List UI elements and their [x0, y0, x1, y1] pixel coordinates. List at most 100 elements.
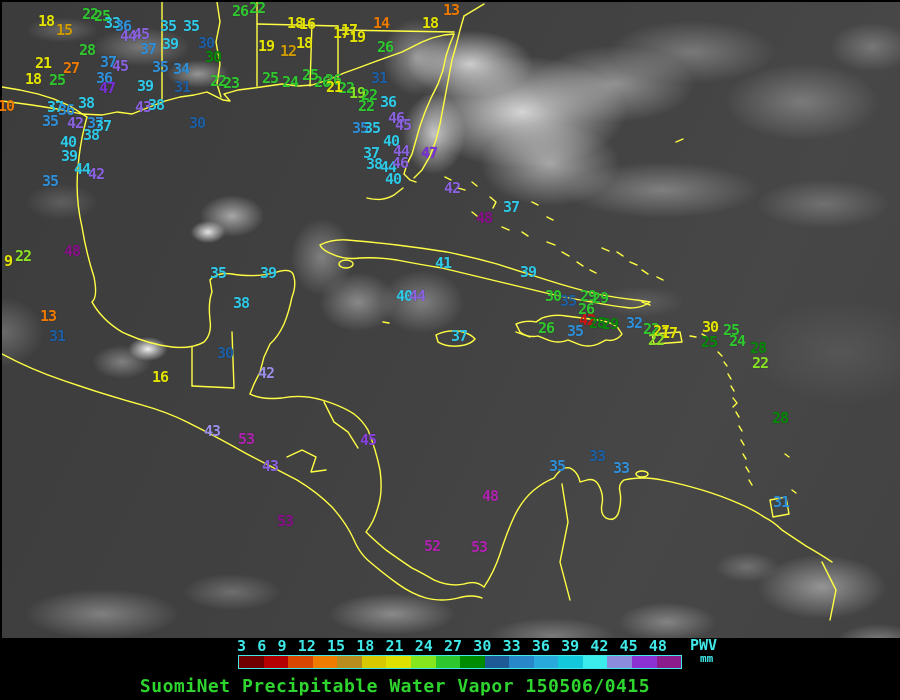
station-pwv-value: 33	[103, 14, 121, 33]
station-pwv-value: 25	[301, 66, 319, 85]
station-pwv-value: 40	[395, 287, 413, 306]
station-pwv-value: 36	[114, 17, 132, 36]
station-pwv-value: 35	[159, 17, 177, 36]
colorbar-segment	[337, 656, 362, 668]
station-pwv-value: 39	[519, 263, 537, 282]
station-pwv-value: 15	[55, 21, 73, 40]
colorbar-tick: 15	[326, 637, 346, 655]
station-pwv-value: 39	[259, 264, 277, 283]
colorbar-segment	[312, 656, 338, 668]
station-pwv-value: 30	[188, 114, 206, 133]
station-pwv-value: 37	[450, 327, 468, 346]
station-pwv-value: 30	[701, 318, 719, 337]
station-pwv-value: 36	[95, 69, 113, 88]
coastline-overlay	[2, 2, 837, 621]
station-pwv-value: 35	[41, 112, 59, 131]
colorbar-tick: 12	[297, 637, 316, 655]
station-pwv-value: 42	[87, 165, 105, 184]
station-pwv-value: 43	[203, 422, 221, 441]
station-pwv-value: 30	[216, 344, 234, 363]
station-pwv-value: 35	[363, 119, 381, 138]
pwv-colorbar	[238, 655, 682, 669]
station-pwv-value: 25	[48, 71, 66, 90]
station-pwv-value: 38	[147, 96, 165, 115]
station-pwv-value: 22	[647, 331, 665, 350]
station-pwv-value: 17	[332, 24, 350, 43]
station-pwv-value: 26	[577, 300, 595, 319]
station-pwv-value: 18	[295, 34, 313, 53]
station-pwv-value: 26	[376, 38, 394, 57]
station-pwv-value: 37	[362, 144, 380, 163]
station-pwv-value: 46	[387, 109, 405, 128]
satellite-clouds-background	[2, 2, 900, 638]
pwv-unit-label: PWV	[690, 636, 718, 654]
colorbar-segment	[263, 656, 289, 668]
station-pwv-value: 53	[237, 430, 255, 449]
station-pwv-value: 43	[134, 98, 152, 117]
station-pwv-value: 48	[475, 209, 493, 228]
station-pwv-value: 37	[502, 198, 520, 217]
legend-bar: 3 6 9 12 15 18 21 24 27 30 33 36 39 42 45 48 PWV mm Suo…	[0, 638, 900, 700]
pwv-mm-label: mm	[700, 652, 714, 665]
station-pwv-value: 16	[298, 15, 316, 34]
station-pwv-value: 38	[365, 155, 383, 174]
station-pwv-value: 29	[601, 315, 619, 334]
station-pwv-value: 31	[370, 69, 388, 88]
colorbar-segment	[656, 656, 682, 668]
station-pwv-value: 35	[151, 58, 169, 77]
station-pwv-value: 17	[660, 324, 678, 343]
station-pwv-value: 44	[392, 142, 410, 161]
colorbar-segment	[239, 656, 264, 668]
station-pwv-value: 22	[751, 354, 769, 373]
colorbar-segment	[435, 656, 461, 668]
station-pwv-value: 13	[39, 307, 57, 326]
station-pwv-value: 23	[222, 74, 240, 93]
station-pwv-value: 17	[340, 21, 358, 40]
station-pwv-value: 48	[63, 242, 81, 261]
station-pwv-value: 42	[66, 114, 84, 133]
station-pwv-value: 38	[232, 294, 250, 313]
station-pwv-value: 25	[700, 333, 718, 352]
station-pwv-value: 19	[348, 28, 366, 47]
station-pwv-value: 39	[136, 77, 154, 96]
station-pwv-value: 37	[139, 40, 157, 59]
station-pwv-value: 35	[351, 119, 369, 138]
colorbar-tick-labels: 3 6 9 12 15 18 21 24 27 30 33 36 39 42 45 48	[237, 639, 667, 654]
colorbar-tick: 30	[473, 637, 492, 655]
station-pwv-value: 28	[588, 314, 606, 333]
station-pwv-value: 37	[46, 98, 64, 117]
station-pwv-value: 28	[78, 41, 96, 60]
colorbar-tick: 33	[502, 637, 521, 655]
station-pwv-value: 53	[276, 512, 294, 531]
station-pwv-value: 42	[578, 311, 596, 330]
station-pwv-value: 53	[470, 538, 488, 557]
station-pwv-value: 35	[209, 264, 227, 283]
station-pwv-value: 27	[652, 322, 670, 341]
station-pwv-value: 42	[443, 179, 461, 198]
station-pwv-value: 40	[384, 170, 402, 189]
station-pwv-value: 35	[41, 172, 59, 191]
station-pwv-value: 22	[14, 247, 32, 266]
station-pwv-value: 31	[48, 327, 66, 346]
station-pwv-value: 33	[612, 459, 630, 478]
station-pwv-value: 25	[93, 7, 111, 26]
colorbar-tick: 24	[414, 637, 433, 655]
station-pwv-value: 43	[261, 457, 279, 476]
station-pwv-value: 48	[481, 487, 499, 506]
colorbar-tick: 21	[385, 637, 404, 655]
station-pwv-value: 35	[548, 457, 566, 476]
station-pwv-value: 22	[357, 97, 375, 116]
station-pwv-value: 36	[379, 93, 397, 112]
station-pwv-value: 24	[728, 332, 746, 351]
station-pwv-value: 22	[209, 72, 227, 91]
station-pwv-value: 12	[279, 42, 297, 61]
station-pwv-value: 46	[391, 154, 409, 173]
station-pwv-value: 37	[94, 117, 112, 136]
station-pwv-value: 29	[591, 289, 609, 308]
colorbar-segment	[533, 656, 559, 668]
colorbar-tick: 39	[561, 637, 580, 655]
station-pwv-value: 21	[34, 54, 52, 73]
station-pwv-value: 47	[98, 79, 116, 98]
station-pwv-value: 44	[408, 287, 426, 306]
station-pwv-value: 35	[566, 322, 584, 341]
